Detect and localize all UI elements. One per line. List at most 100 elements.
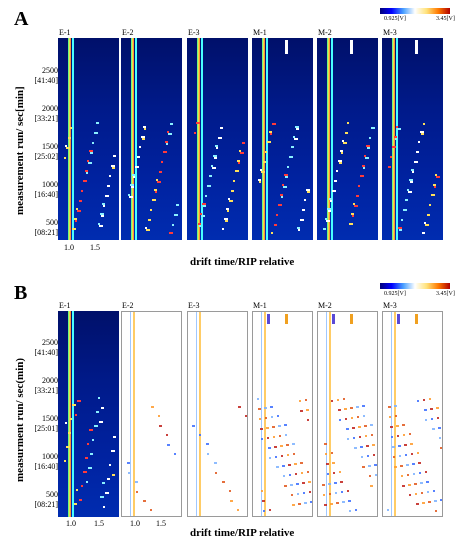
signal-spot bbox=[276, 214, 278, 216]
signal-spot bbox=[297, 493, 299, 495]
signal-spot bbox=[166, 434, 168, 436]
panel-b-plot-e-3 bbox=[187, 311, 248, 517]
signal-spot bbox=[371, 434, 373, 436]
signal-spot bbox=[285, 176, 288, 178]
signal-spot bbox=[407, 474, 409, 476]
signal-spot bbox=[215, 145, 218, 147]
signal-spot bbox=[167, 444, 170, 446]
panel-b-color-scale-bar bbox=[380, 283, 450, 289]
rip-line bbox=[261, 312, 262, 516]
signal-spot bbox=[373, 454, 375, 456]
signal-spot bbox=[103, 506, 105, 508]
signal-spot bbox=[212, 167, 216, 169]
signal-spot bbox=[111, 165, 115, 167]
signal-spot bbox=[408, 191, 412, 193]
signal-spot bbox=[404, 444, 407, 446]
signal-spot bbox=[261, 438, 263, 440]
signal-spot bbox=[412, 463, 415, 465]
rip-line bbox=[68, 311, 71, 517]
signal-spot bbox=[294, 463, 297, 465]
signal-spot bbox=[290, 484, 293, 486]
signal-spot bbox=[419, 472, 421, 474]
signal-spot bbox=[239, 150, 241, 152]
signal-spot bbox=[296, 483, 299, 485]
signal-spot bbox=[194, 132, 196, 134]
signal-spot bbox=[259, 418, 261, 420]
panel-b-y-tick: [41:40] bbox=[34, 348, 58, 357]
signal-spot bbox=[408, 484, 411, 486]
signal-spot bbox=[342, 140, 344, 142]
rip-line bbox=[392, 38, 395, 240]
signal-spot bbox=[334, 180, 337, 182]
signal-spot bbox=[159, 425, 162, 427]
signal-spot bbox=[363, 415, 365, 417]
signal-spot bbox=[213, 155, 217, 157]
signal-spot bbox=[330, 200, 332, 202]
signal-spot bbox=[302, 209, 305, 211]
signal-spot bbox=[229, 200, 233, 202]
signal-spot bbox=[99, 225, 103, 227]
signal-spot bbox=[414, 161, 418, 163]
signal-spot bbox=[268, 447, 271, 449]
rip-line bbox=[131, 38, 134, 240]
signal-spot bbox=[281, 196, 283, 198]
signal-spot bbox=[235, 170, 239, 172]
signal-spot bbox=[85, 457, 88, 459]
signal-spot bbox=[416, 151, 419, 153]
panel-b-y-tick: 500 bbox=[46, 490, 58, 499]
signal-spot bbox=[262, 500, 265, 502]
signal-spot bbox=[113, 155, 116, 157]
rip-line bbox=[326, 312, 327, 516]
panel-b-y-tick: 2500 bbox=[42, 338, 58, 347]
signal-spot bbox=[168, 133, 172, 135]
panel-a-sample-label: E-1 bbox=[59, 28, 71, 37]
signal-spot bbox=[133, 176, 135, 178]
signal-spot bbox=[267, 437, 269, 439]
signal-spot bbox=[322, 484, 325, 486]
signal-spot bbox=[92, 439, 94, 441]
signal-spot bbox=[416, 503, 419, 505]
signal-spot bbox=[348, 500, 351, 502]
signal-spot bbox=[157, 181, 161, 183]
signal-spot bbox=[397, 314, 400, 324]
signal-spot bbox=[280, 445, 283, 447]
signal-spot bbox=[427, 214, 430, 216]
signal-spot bbox=[401, 475, 403, 477]
signal-spot bbox=[343, 398, 345, 400]
panel-a-plot-e-3 bbox=[187, 38, 248, 240]
signal-spot bbox=[300, 219, 304, 221]
signal-spot bbox=[397, 435, 399, 437]
signal-spot bbox=[422, 502, 425, 504]
signal-spot bbox=[128, 194, 130, 196]
panel-a-sample-label: M-1 bbox=[253, 28, 267, 37]
signal-spot bbox=[436, 407, 439, 409]
panel-a-y-tick: 1000 bbox=[42, 180, 58, 189]
signal-spot bbox=[258, 179, 261, 181]
rip-line bbox=[396, 38, 398, 240]
signal-spot bbox=[96, 411, 99, 413]
signal-spot bbox=[220, 127, 223, 129]
signal-spot bbox=[66, 147, 70, 149]
panel-b-sample-label: M-1 bbox=[253, 301, 267, 310]
signal-spot bbox=[357, 416, 359, 418]
signal-spot bbox=[79, 200, 82, 202]
signal-spot bbox=[337, 399, 339, 401]
signal-spot bbox=[395, 138, 397, 140]
signal-spot bbox=[391, 436, 393, 438]
signal-spot bbox=[215, 472, 217, 474]
rip-line bbox=[72, 311, 74, 517]
signal-spot bbox=[374, 464, 377, 466]
panel-b-y-tick: [25:01] bbox=[34, 424, 58, 433]
signal-spot bbox=[283, 186, 287, 188]
signal-spot bbox=[260, 169, 262, 171]
signal-spot bbox=[142, 138, 145, 140]
signal-spot bbox=[240, 152, 244, 154]
panel-a-plot-e-2 bbox=[121, 38, 182, 240]
signal-spot bbox=[324, 504, 327, 506]
panel-b-x-tick: 1.0 bbox=[66, 519, 76, 528]
signal-spot bbox=[329, 493, 331, 495]
signal-spot bbox=[261, 490, 263, 492]
signal-spot bbox=[284, 174, 288, 176]
signal-spot bbox=[105, 492, 109, 494]
signal-spot bbox=[388, 166, 391, 168]
